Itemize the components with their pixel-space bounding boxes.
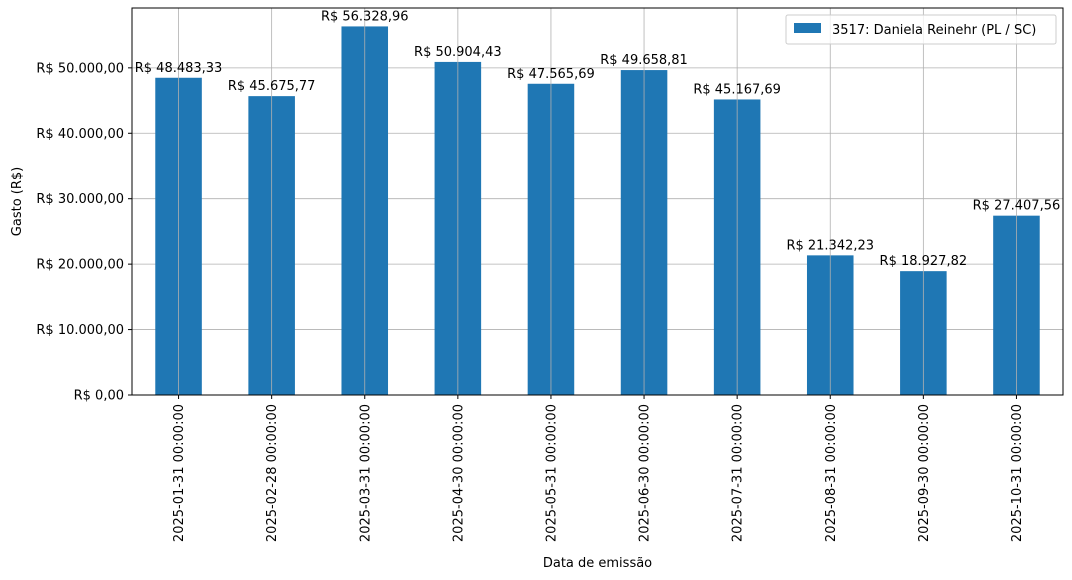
- y-tick-label: R$ 20.000,00: [36, 258, 124, 273]
- plot-frame: [131, 7, 1064, 396]
- legend: 3517: Daniela Reinehr (PL / SC): [785, 14, 1057, 45]
- x-tick-label: 2025-06-30 00:00:00: [638, 404, 653, 542]
- x-axis-label: Data de emissão: [543, 556, 652, 571]
- data-label: R$ 21.342,23: [786, 238, 874, 253]
- data-label: R$ 45.167,69: [693, 82, 781, 97]
- x-axis-ticks: 2025-01-31 00:00:00 2025-02-28 00:00:00 20…: [172, 395, 1025, 542]
- x-tick-label: 2025-03-31 00:00:00: [358, 404, 373, 542]
- x-tick-label: 2025-10-31 00:00:00: [1010, 404, 1025, 542]
- x-tick-label: 2025-05-31 00:00:00: [544, 404, 559, 542]
- data-label: R$ 49.658,81: [600, 53, 688, 68]
- data-labels: R$ 48.483,33 R$ 45.675,77 R$ 56.328,96 R$ 5…: [135, 9, 1061, 269]
- x-tick-label: 2025-02-28 00:00:00: [265, 404, 280, 542]
- data-label: R$ 27.407,56: [973, 199, 1061, 214]
- data-label: R$ 48.483,33: [135, 61, 223, 76]
- data-label: R$ 45.675,77: [228, 79, 316, 94]
- vertical-grid-lines: [178, 8, 1017, 395]
- y-axis-label: Gasto (R$): [10, 167, 25, 236]
- data-label: R$ 50.904,43: [414, 45, 502, 60]
- data-label: R$ 18.927,82: [880, 254, 968, 269]
- y-axis-ticks: R$ 0,00 R$ 10.000,00 R$ 20.000,00 R$ 30.000…: [36, 61, 132, 404]
- x-tick-label: 2025-01-31 00:00:00: [172, 404, 187, 542]
- data-label: R$ 56.328,96: [321, 9, 409, 24]
- x-tick-label: 2025-04-30 00:00:00: [451, 404, 466, 542]
- x-tick-label: 2025-09-30 00:00:00: [917, 404, 932, 542]
- legend-swatch: [794, 23, 821, 33]
- x-tick-label: 2025-08-31 00:00:00: [824, 404, 839, 542]
- x-tick-label: 2025-07-31 00:00:00: [731, 404, 746, 542]
- legend-box: [785, 14, 1057, 45]
- y-tick-label: R$ 50.000,00: [36, 61, 124, 76]
- y-tick-label: R$ 40.000,00: [36, 127, 124, 142]
- y-tick-label: R$ 10.000,00: [36, 323, 124, 338]
- legend-label: 3517: Daniela Reinehr (PL / SC): [832, 23, 1036, 38]
- data-label: R$ 47.565,69: [507, 67, 595, 82]
- y-tick-label: R$ 0,00: [74, 389, 124, 404]
- y-tick-label: R$ 30.000,00: [36, 192, 124, 207]
